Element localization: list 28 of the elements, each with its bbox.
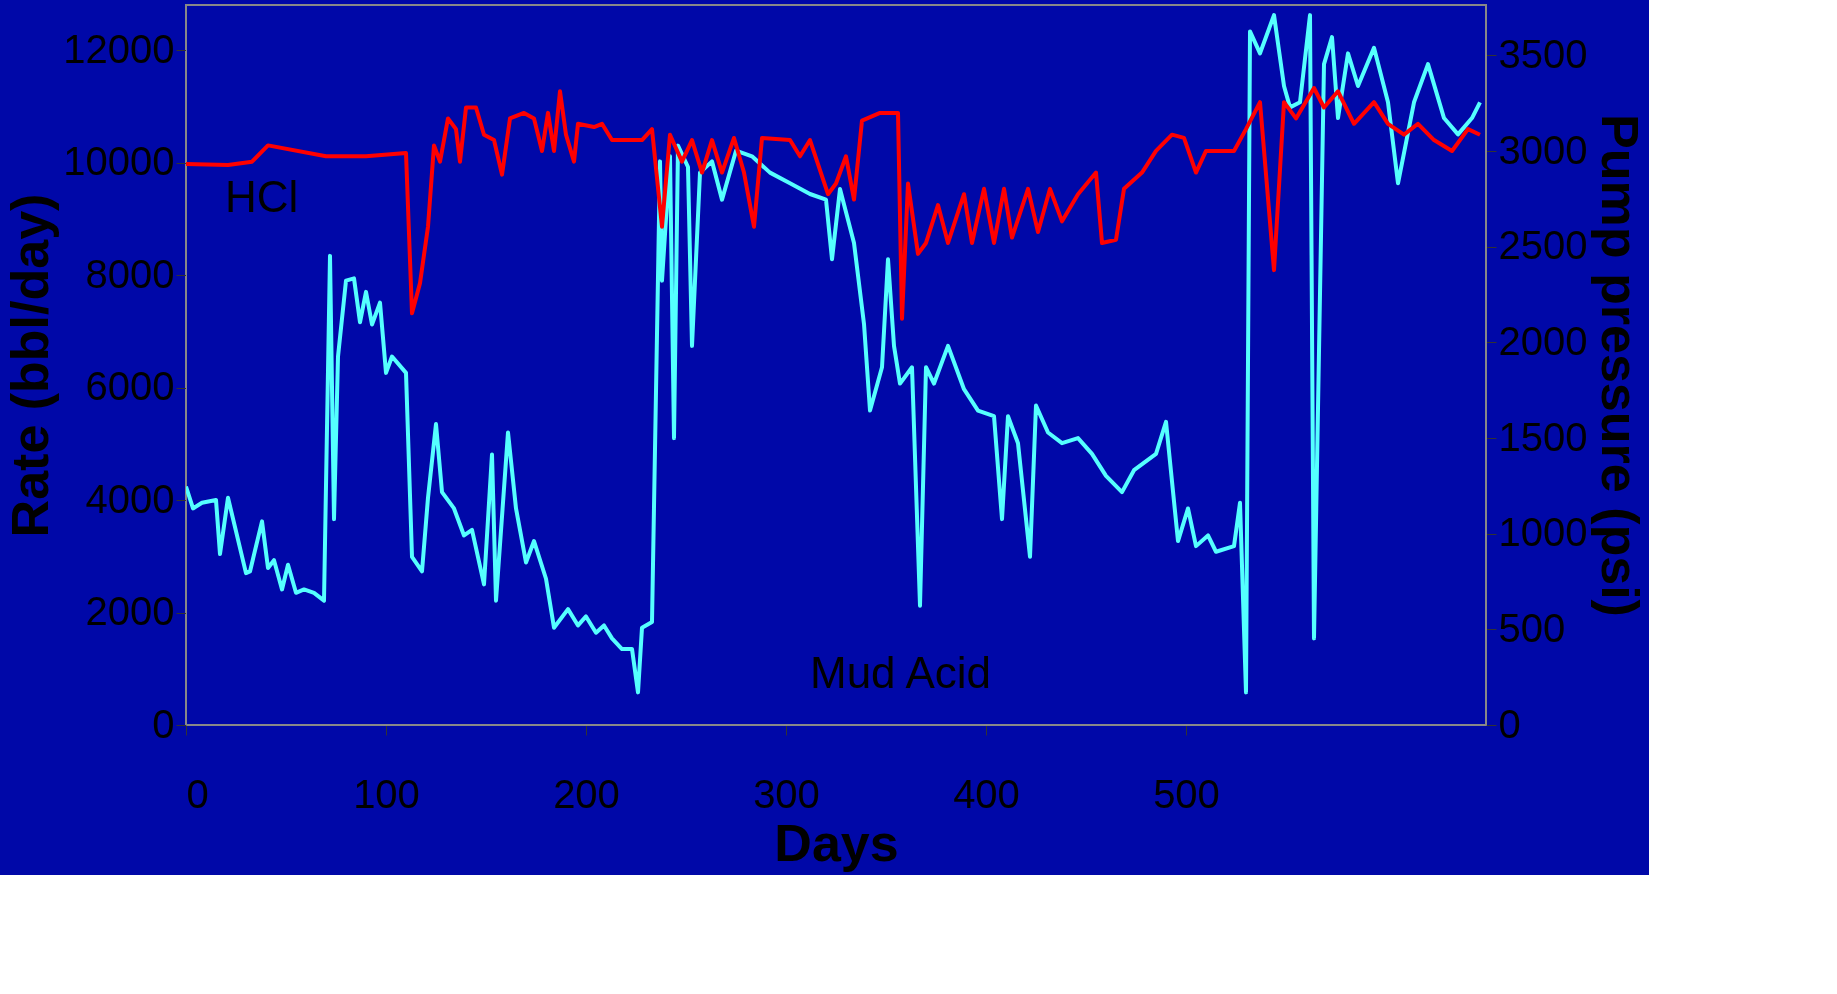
line-series: [186, 13, 1482, 695]
y-tick-label: 4000: [85, 476, 175, 521]
line-series: [186, 86, 1482, 321]
x-tick-label: 200: [553, 771, 620, 816]
y2-tick-label: 500: [1498, 605, 1566, 650]
y2-tick-label: 2500: [1498, 223, 1588, 268]
y2-tick-label: 0: [1498, 701, 1521, 746]
y-tick-label: 12000: [63, 26, 175, 71]
y2-tick-label: 2000: [1498, 318, 1588, 363]
y-axis-title: Rate (bbl/day): [1, 193, 60, 538]
y2-tick-label: 3000: [1498, 127, 1588, 172]
x-axis-title: Days: [774, 813, 899, 872]
x-tick-label: 300: [753, 771, 820, 816]
annotation: HCl: [225, 172, 299, 222]
y-tick-label: 6000: [85, 364, 175, 408]
y-tick-label: 10000: [63, 139, 175, 183]
x-tick-label: 0: [186, 771, 209, 816]
x-tick-label: 500: [1153, 771, 1220, 816]
y2-tick-label: 1000: [1498, 510, 1588, 555]
y-tick-label: 8000: [85, 251, 175, 296]
y-tick-label: 0: [152, 701, 175, 746]
y2-tick-label: 3500: [1498, 32, 1588, 76]
annotation: Mud Acid: [810, 647, 991, 697]
x-tick-label: 100: [353, 771, 420, 816]
y2-axis-title: Pump pressure (psi): [1591, 114, 1650, 617]
y2-tick-label: 1500: [1498, 414, 1588, 459]
y-tick-label: 2000: [85, 589, 175, 633]
x-tick-label: 400: [953, 771, 1020, 816]
